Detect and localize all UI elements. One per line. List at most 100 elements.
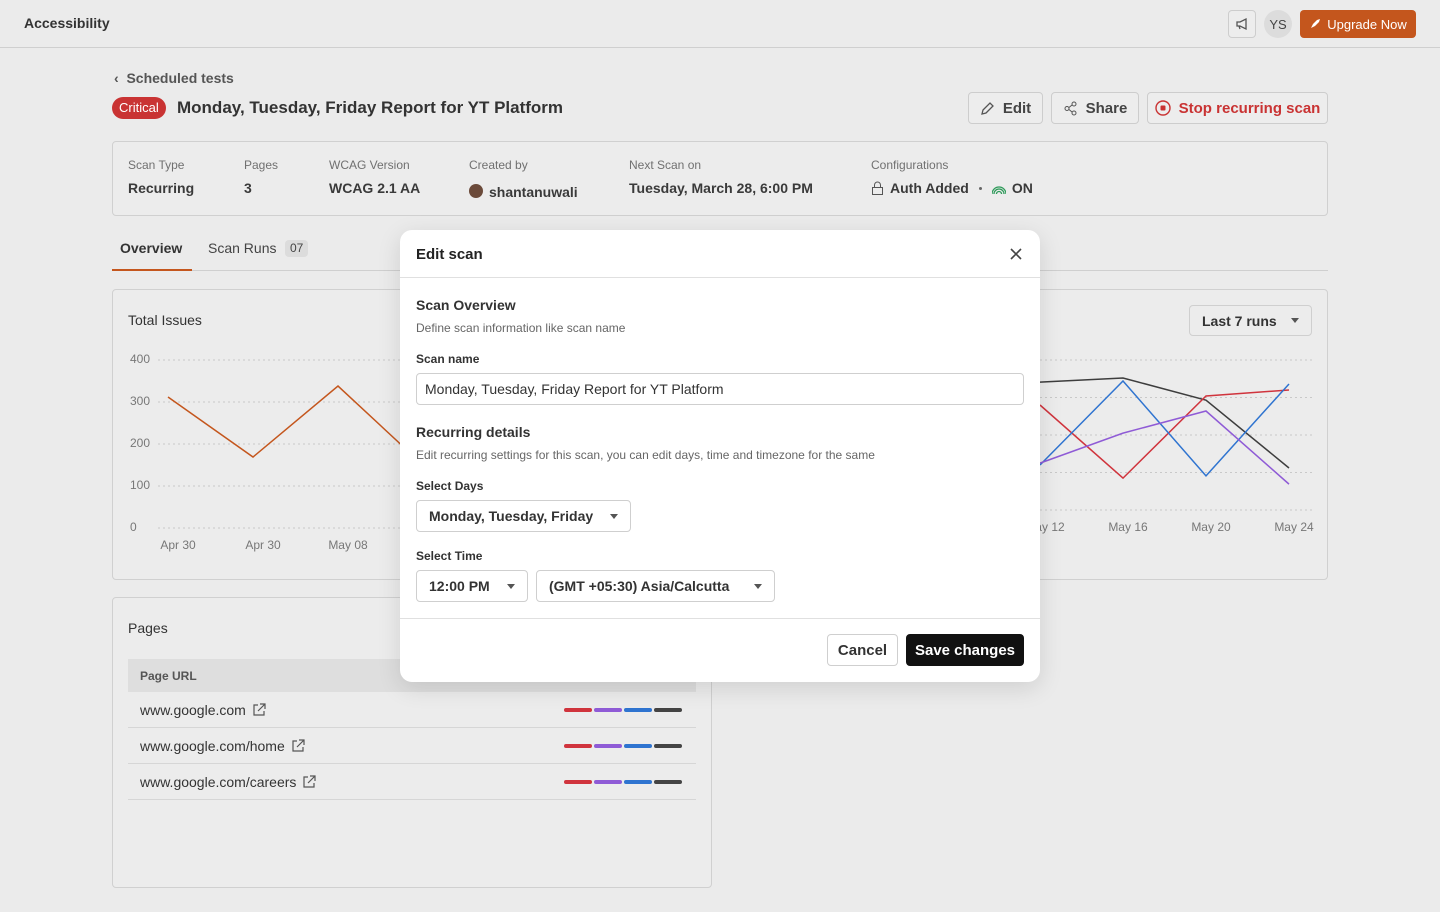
select-value: 12:00 PM — [429, 578, 490, 594]
upgrade-button[interactable]: Upgrade Now — [1300, 10, 1416, 38]
stop-button[interactable]: Stop recurring scan — [1147, 92, 1328, 124]
time-select[interactable]: 12:00 PM — [416, 570, 528, 602]
runs-select-label: Last 7 runs — [1202, 312, 1277, 329]
issue-bar — [564, 780, 592, 784]
issue-bars — [562, 780, 682, 784]
save-label: Save changes — [914, 641, 1016, 659]
summary-label: Next Scan on — [629, 158, 702, 172]
url-cell: www.google.com — [140, 702, 266, 718]
edit-button[interactable]: Edit — [968, 92, 1043, 124]
issue-bar — [594, 780, 622, 784]
summary-label: Scan Type — [128, 158, 185, 172]
edit-label: Edit — [1002, 99, 1032, 117]
section-description: Define scan information like scan name — [416, 321, 626, 335]
active-tab-indicator — [112, 269, 192, 271]
summary-value-row: shantanuwali — [469, 180, 578, 200]
issue-bar — [624, 708, 652, 712]
issue-bar — [594, 744, 622, 748]
pencil-icon — [980, 101, 994, 115]
edit-scan-modal: Edit scan Scan Overview Define scan info… — [400, 230, 1040, 682]
external-link-icon — [253, 703, 266, 716]
external-link-shape — [253, 703, 266, 716]
separator-dot — [978, 186, 982, 190]
cancel-label: Cancel — [837, 641, 888, 659]
close-button[interactable] — [1010, 248, 1022, 260]
summary-value: 3 — [244, 180, 252, 196]
summary-value-row: WCAG 2.1 AA — [329, 180, 420, 196]
caret — [754, 583, 762, 589]
summary-value-row: Auth Added ON — [871, 180, 1033, 196]
divider — [400, 277, 1040, 278]
field-label: Select Time — [416, 549, 483, 563]
issue-bar — [654, 708, 682, 712]
save-button[interactable]: Save changes — [906, 634, 1024, 666]
url-cell: www.google.com/home — [140, 738, 305, 754]
megaphone-icon — [1236, 17, 1247, 31]
caret — [507, 583, 515, 589]
upgrade-label: Upgrade Now — [1327, 16, 1407, 32]
scan-name-input[interactable]: Monday, Tuesday, Friday Report for YT Pl… — [416, 373, 1024, 405]
summary-value: Recurring — [128, 180, 195, 196]
summary-value: WCAG 2.1 AA — [329, 180, 421, 196]
summary-label: Configurations — [871, 158, 949, 172]
report-title: Monday, Tuesday, Friday Report for YT Pl… — [177, 98, 564, 117]
summary-card — [112, 141, 1328, 216]
url-cell: www.google.com/careers — [140, 774, 317, 790]
tab-overview[interactable]: Overview — [120, 240, 183, 256]
issue-bar — [624, 744, 652, 748]
issue-bar — [594, 708, 622, 712]
share-button[interactable]: Share — [1051, 92, 1139, 124]
issue-bar — [564, 744, 592, 748]
summary-label: Pages — [244, 158, 279, 172]
signal-shape — [991, 186, 1006, 194]
runs-select[interactable]: Last 7 runs — [1189, 305, 1312, 336]
rocket-icon — [1311, 19, 1321, 28]
external-link-shape — [292, 739, 305, 752]
tab-count: 07 — [285, 240, 309, 257]
summary-value: Auth Added — [890, 180, 969, 196]
timezone-select[interactable]: (GMT +05:30) Asia/Calcutta — [536, 570, 775, 602]
issue-bars — [562, 744, 682, 748]
summary-label: Created by — [469, 158, 528, 172]
external-link-icon — [292, 739, 305, 752]
modal-title: Edit scan — [416, 246, 483, 263]
issue-bar — [654, 780, 682, 784]
input-value: Monday, Tuesday, Friday Report for YT Pl… — [425, 381, 724, 397]
summary-value: shantanuwali — [489, 184, 578, 200]
summary-value-row: Recurring — [128, 180, 194, 196]
external-link-shape — [303, 775, 317, 788]
divider — [400, 618, 1040, 619]
avatar[interactable]: YS — [1264, 10, 1292, 38]
summary-value-row: 3 — [244, 180, 252, 196]
select-value: Monday, Tuesday, Friday — [429, 508, 594, 524]
select-value: (GMT +05:30) Asia/Calcutta — [549, 578, 730, 594]
breadcrumb[interactable]: ‹ Scheduled tests — [114, 70, 234, 86]
table-row: www.google.com/home — [128, 728, 696, 764]
issue-bar — [624, 780, 652, 784]
share-label: Share — [1085, 99, 1128, 117]
days-select[interactable]: Monday, Tuesday, Friday — [416, 500, 631, 532]
caret — [610, 513, 618, 519]
table-row: www.google.com/careers — [128, 764, 696, 800]
tab-scan-runs[interactable]: Scan Runs — [208, 240, 277, 256]
announcements-button[interactable] — [1228, 10, 1256, 38]
issue-bars — [562, 708, 682, 712]
field-label: Select Days — [416, 479, 484, 493]
top-bar: Accessibility YS Upgrade Now — [0, 0, 1440, 48]
stop-label: Stop recurring scan — [1178, 99, 1321, 117]
summary-value: Tuesday, March 28, 6:00 PM — [629, 180, 813, 196]
summary-label: WCAG Version — [329, 158, 410, 172]
issue-bar — [564, 708, 592, 712]
section-description: Edit recurring settings for this scan, y… — [416, 448, 875, 462]
summary-value-row: Tuesday, March 28, 6:00 PM — [629, 180, 813, 196]
caret — [1291, 318, 1299, 323]
stop-icon — [1154, 100, 1171, 116]
page-url: www.google.com/home — [140, 738, 285, 754]
external-link-icon — [303, 775, 317, 788]
lock-shape — [872, 181, 883, 195]
cancel-button[interactable]: Cancel — [827, 634, 898, 666]
share-icon — [1064, 101, 1077, 115]
signal-icon — [991, 186, 1006, 194]
